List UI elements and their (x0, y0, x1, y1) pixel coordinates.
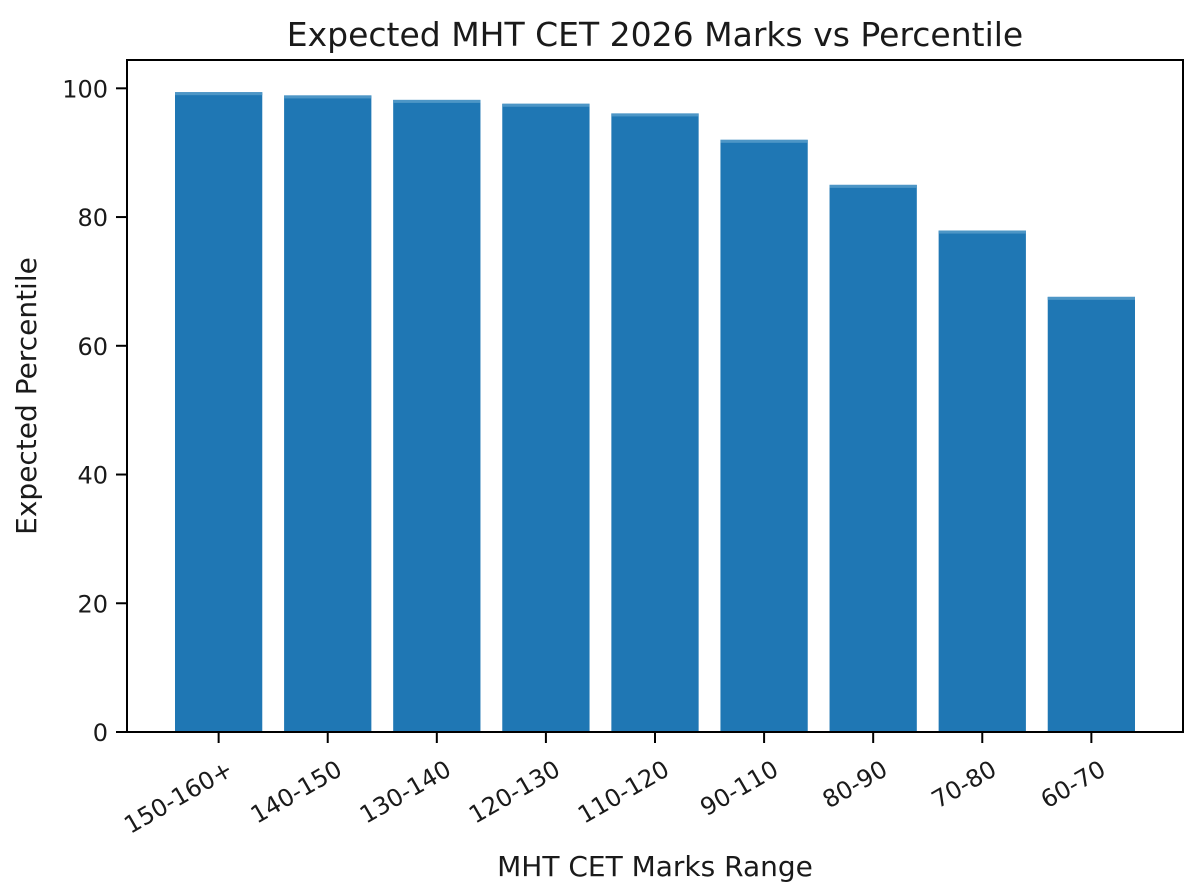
x-tick-label: 130-140 (355, 755, 456, 829)
x-tick-label: 150-160+ (119, 755, 237, 839)
x-tick-label: 90-110 (695, 755, 783, 822)
bar-top-edge (284, 95, 372, 99)
y-tick-label: 100 (62, 75, 108, 103)
chart-title: Expected MHT CET 2026 Marks vs Percentil… (287, 15, 1023, 54)
bar-60-70 (1047, 296, 1135, 732)
bar-90-110 (720, 139, 808, 732)
y-tick-label: 0 (93, 719, 108, 747)
bar-top-edge (393, 99, 481, 103)
y-tick-label: 60 (77, 333, 108, 361)
bar-top-edge (720, 139, 808, 143)
bar-80-90 (829, 184, 917, 733)
bar-110-120 (611, 113, 699, 732)
x-axis-label: MHT CET Marks Range (497, 850, 813, 883)
bar-top-edge (829, 184, 917, 188)
y-tick-label: 40 (77, 462, 108, 490)
x-tick-label: 60-70 (1036, 755, 1110, 814)
x-tick-label: 110-120 (573, 755, 674, 829)
bar-top-edge (175, 92, 263, 96)
x-tick-label: 120-130 (464, 755, 565, 829)
bar-top-edge (611, 113, 699, 117)
y-tick-label: 20 (77, 590, 108, 618)
bar-150-160+ (175, 92, 263, 733)
bar-top-edge (502, 103, 590, 107)
bars-group (175, 92, 1135, 733)
bar-top-edge (1047, 296, 1135, 300)
bar-70-80 (938, 230, 1026, 732)
y-axis-label: Expected Percentile (10, 257, 43, 535)
x-axis-ticks: 150-160+ 140-150 130-140 120-130 110-120 90-1… (119, 732, 1110, 839)
y-axis-ticks: 0 20 40 60 80 100 (62, 75, 127, 747)
x-tick-label: 140-150 (246, 755, 347, 829)
x-tick-label: 80-90 (818, 755, 892, 814)
bar-140-150 (284, 95, 372, 733)
x-tick-label: 70-80 (927, 755, 1001, 814)
bar-130-140 (393, 99, 481, 733)
y-tick-label: 80 (77, 204, 108, 232)
bar-120-130 (502, 103, 590, 732)
bar-top-edge (938, 230, 1026, 234)
